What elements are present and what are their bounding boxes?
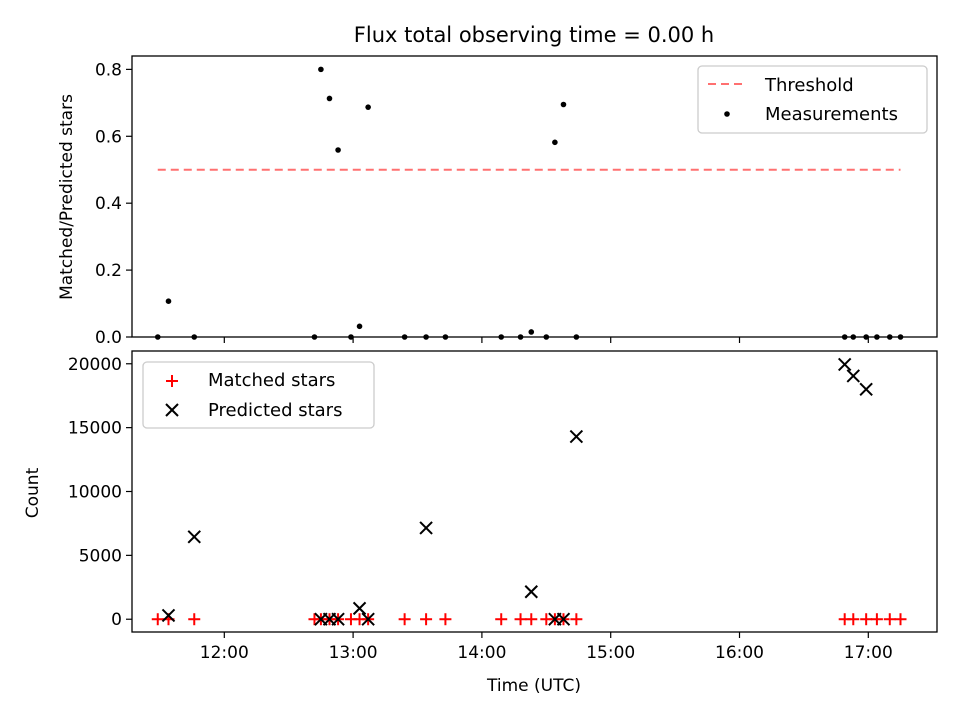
matched-star-point	[420, 613, 433, 626]
top-y-axis-label: Matched/Predicted stars	[57, 94, 77, 300]
bottom-axis-ticks: 0 5000 10000 15000 20000 12:00 13:00 14:00 15:00…	[68, 355, 893, 663]
measurement-point	[318, 66, 324, 73]
bottom-y-tick-label: 0	[111, 610, 122, 630]
measurement-point	[552, 139, 558, 146]
chart-title: Flux total observing time = 0.00 h	[354, 23, 714, 47]
predicted-star-point	[859, 382, 873, 397]
top-legend-box	[697, 65, 928, 134]
measurement-point	[165, 298, 172, 305]
bottom-y-tick-label: 15000	[68, 419, 122, 439]
matched-star-point	[860, 613, 873, 626]
legend-matched-label: Matched stars	[208, 370, 335, 391]
measurement-point	[528, 329, 535, 335]
matched-star-point	[870, 613, 883, 626]
matched-star-point	[495, 613, 508, 626]
top-axis-ticks: 0.0 0.2 0.4 0.6 0.8	[95, 60, 869, 348]
matched-star-point	[570, 613, 583, 626]
legend-predicted-swatch	[165, 403, 179, 417]
predicted-star-point	[361, 612, 375, 626]
bottom-y-tick-label: 5000	[79, 546, 122, 566]
top-panel-ratio-plot: Flux total observing time = 0.00 h Match…	[57, 23, 938, 348]
x-tick-label: 12:00	[200, 643, 249, 663]
legend-measurements-swatch	[724, 111, 730, 117]
matched-star-point	[847, 613, 860, 626]
predicted-star-point	[569, 429, 584, 444]
matched-star-point	[883, 613, 896, 626]
bottom-legend: Matched stars Predicted stars	[142, 361, 375, 429]
measurement-point	[335, 147, 341, 153]
predicted-star-point	[187, 530, 201, 544]
top-legend: Threshold Measurements	[697, 65, 928, 134]
bottom-plot-frame	[131, 350, 938, 633]
matched-star-point	[894, 613, 907, 626]
measurement-point	[365, 104, 371, 110]
x-tick-label: 14:00	[457, 643, 506, 663]
matched-star-point	[398, 613, 411, 626]
predicted-star-point	[846, 369, 860, 383]
matched-star-point	[514, 613, 527, 626]
predicted-star-point	[837, 357, 852, 372]
predicted-star-point	[161, 608, 176, 623]
x-tick-label: 16:00	[715, 643, 764, 663]
top-y-tick-label: 0.6	[95, 127, 122, 147]
matched-star-point	[525, 613, 538, 626]
bottom-legend-box	[142, 361, 375, 429]
predicted-star-point	[352, 601, 367, 616]
bottom-y-axis-label: Count	[23, 467, 43, 518]
matched-star-point	[151, 613, 164, 626]
top-y-tick-label: 0.4	[95, 194, 122, 214]
measurement-point	[560, 101, 567, 108]
matched-star-point	[439, 613, 452, 626]
bottom-data-marks	[151, 357, 907, 626]
predicted-star-point	[556, 612, 571, 626]
bottom-y-tick-label: 10000	[68, 483, 122, 503]
measurement-point	[356, 323, 363, 330]
legend-threshold-label: Threshold	[764, 75, 854, 96]
legend-predicted-label: Predicted stars	[208, 400, 342, 421]
matched-star-point	[188, 613, 201, 626]
top-y-tick-label: 0.2	[95, 261, 122, 281]
predicted-star-point	[331, 612, 345, 626]
bottom-panel-count-plot: Count Time (UTC) 0 5000 10000 15000 20000 12:…	[23, 350, 938, 696]
top-y-tick-label: 0.0	[95, 328, 122, 348]
x-tick-label: 17:00	[844, 643, 893, 663]
x-axis-label: Time (UTC)	[486, 676, 581, 696]
legend-matched-swatch	[166, 375, 178, 387]
legend-measurements-label: Measurements	[765, 104, 898, 125]
predicted-star-point	[524, 585, 538, 599]
predicted-star-point	[419, 521, 433, 535]
bottom-y-tick-label: 20000	[68, 355, 122, 375]
x-tick-label: 15:00	[586, 643, 635, 663]
x-tick-label: 13:00	[329, 643, 378, 663]
measurement-point	[326, 95, 333, 102]
top-plot-frame	[131, 55, 938, 338]
top-y-tick-label: 0.8	[95, 60, 122, 80]
